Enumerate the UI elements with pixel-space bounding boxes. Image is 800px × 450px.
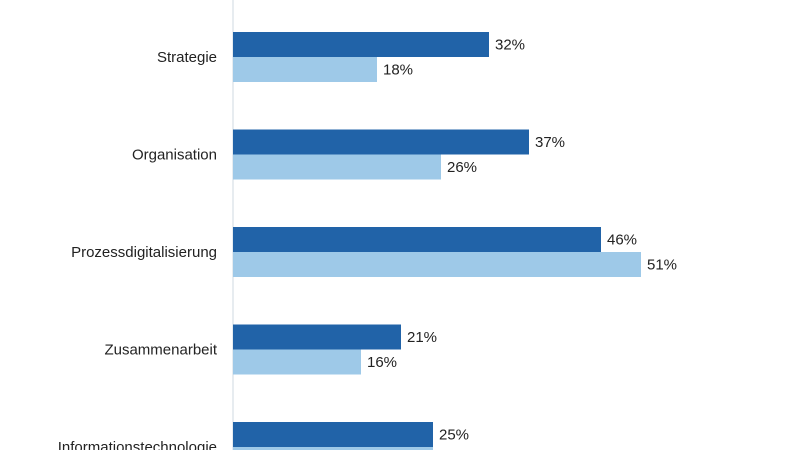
value-label-series1-3: 21% — [407, 329, 437, 346]
bar-series1-3 — [233, 324, 401, 350]
category-label-1: Organisation — [132, 147, 217, 164]
value-label-series2-0: 18% — [383, 62, 413, 79]
value-label-series1-1: 37% — [535, 134, 565, 151]
value-label-series1-2: 46% — [607, 232, 637, 249]
value-label-series2-1: 26% — [447, 159, 477, 176]
bar-series1-4 — [233, 422, 433, 447]
bar-series1-1 — [233, 129, 529, 155]
bar-series2-2 — [233, 252, 641, 277]
value-label-series2-2: 51% — [647, 257, 677, 274]
bar-series1-0 — [233, 32, 489, 57]
bar-series1-2 — [233, 227, 601, 252]
bar-series2-1 — [233, 154, 441, 180]
category-label-0: Strategie — [157, 49, 217, 66]
value-label-series1-0: 32% — [495, 37, 525, 54]
value-label-series2-3: 16% — [367, 354, 397, 371]
bar-series2-4 — [233, 447, 433, 450]
category-label-2: Prozessdigitalisierung — [71, 244, 217, 261]
category-label-3: Zusammenarbeit — [104, 342, 217, 359]
bar-series2-0 — [233, 57, 377, 82]
bar-series2-3 — [233, 349, 361, 375]
category-label-4: Informationstechnologie — [58, 439, 217, 450]
value-label-series1-4: 25% — [439, 427, 469, 444]
